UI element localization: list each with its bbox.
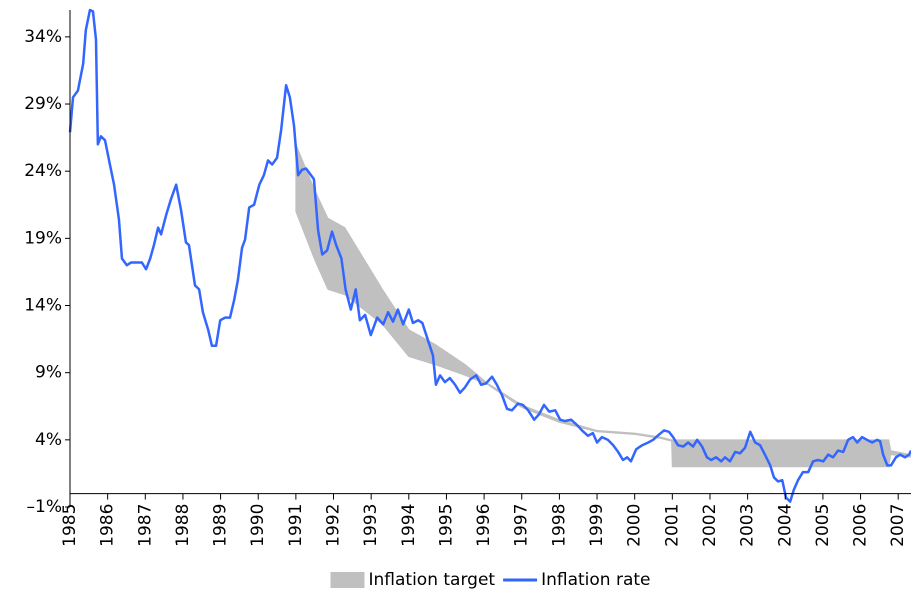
x-tick-label: 1990: [248, 504, 268, 547]
x-tick-label: 2002: [700, 504, 720, 547]
x-tick-label: 2003: [738, 504, 758, 547]
x-tick-label: 1991: [286, 504, 306, 547]
x-tick-label: 1987: [135, 504, 155, 547]
x-tick-label: 1993: [361, 504, 381, 547]
y-tick-label: 14%: [24, 296, 62, 316]
x-tick-label: 2001: [662, 504, 682, 547]
legend-label: Inflation rate: [541, 570, 650, 590]
x-tick-label: 1998: [549, 504, 569, 547]
x-tick-label: 2004: [775, 504, 795, 547]
x-tick-label: 1992: [324, 504, 344, 547]
y-tick-label: 19%: [24, 228, 62, 248]
x-tick-label: 1985: [60, 504, 80, 547]
legend-swatch: [330, 572, 365, 588]
x-tick-label: 1995: [436, 504, 456, 547]
x-tick-label: 2000: [625, 504, 645, 547]
rate-line: [68, 8, 911, 503]
x-tick-label: 2005: [813, 504, 833, 547]
y-tick-label: 9%: [35, 363, 62, 383]
x-tick-label: 2007: [888, 504, 908, 547]
x-tick-label: 1994: [399, 504, 419, 547]
x-tick-label: 1988: [173, 504, 193, 547]
legend-label: Inflation target: [369, 570, 496, 590]
x-tick-label: 1986: [98, 504, 118, 547]
y-tick-label: 29%: [24, 94, 62, 114]
y-tick-label: 4%: [35, 430, 62, 450]
x-tick-label: 1999: [587, 504, 607, 547]
y-tick-label: –1%: [27, 497, 62, 517]
x-tick-label: 1996: [474, 504, 494, 547]
target-band: [295, 144, 911, 468]
y-tick-label: 34%: [24, 27, 62, 47]
legend: Inflation target Inflation rate: [330, 570, 651, 590]
y-tick-label: 24%: [24, 161, 62, 181]
x-tick-label: 1997: [512, 504, 532, 547]
x-tick-label: 2006: [851, 504, 871, 547]
x-tick-label: 1989: [211, 504, 231, 547]
